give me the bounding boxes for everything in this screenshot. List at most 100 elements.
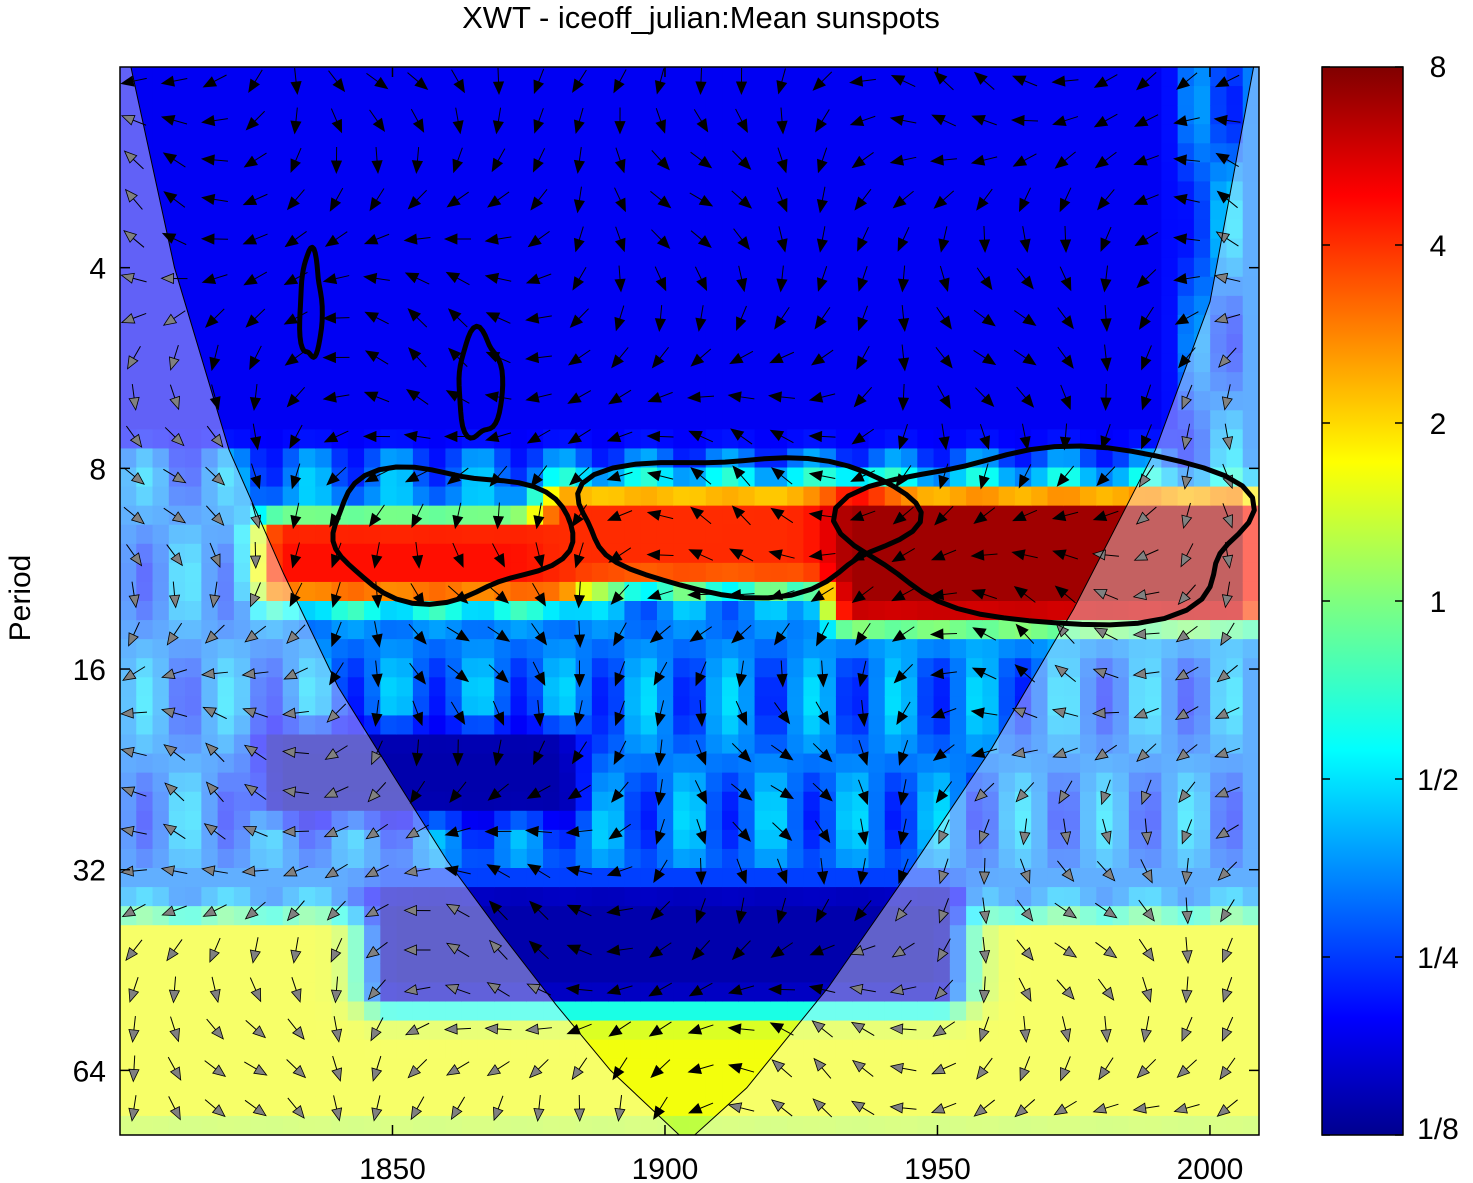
heatmap-cell xyxy=(884,639,902,659)
heatmap-cell xyxy=(770,696,788,717)
heatmap-cell xyxy=(298,448,316,469)
heatmap-cell xyxy=(803,486,821,507)
heatmap-cell xyxy=(136,715,154,736)
heatmap-cell xyxy=(770,1077,788,1098)
heatmap-cell xyxy=(233,810,251,831)
heatmap-cell xyxy=(152,658,170,678)
heatmap-cell xyxy=(575,219,593,240)
heatmap-cell xyxy=(1080,295,1097,316)
heatmap-cell xyxy=(835,105,853,125)
heatmap-cell xyxy=(803,200,821,221)
heatmap-cell xyxy=(152,734,170,755)
heatmap-cell xyxy=(1080,505,1097,526)
heatmap-cell xyxy=(152,848,170,869)
heatmap-cell xyxy=(185,543,202,564)
heatmap-cell xyxy=(315,810,333,831)
heatmap-cell xyxy=(412,181,430,202)
heatmap-cell xyxy=(998,200,1016,221)
heatmap-cell xyxy=(282,219,300,240)
heatmap-cell xyxy=(559,200,577,221)
heatmap-cell xyxy=(1047,314,1065,335)
heatmap-cell xyxy=(347,372,365,392)
heatmap-cell xyxy=(185,276,202,297)
heatmap-cell xyxy=(298,86,316,106)
heatmap-cell xyxy=(868,1020,886,1041)
heatmap-cell xyxy=(933,677,951,697)
heatmap-cell xyxy=(966,86,983,106)
heatmap-cell xyxy=(396,887,414,907)
heatmap-cell xyxy=(640,86,658,106)
y-tick-label: 4 xyxy=(89,253,106,286)
heatmap-cell xyxy=(803,505,821,526)
colorbar-gradient xyxy=(1321,66,1404,1136)
heatmap-cell xyxy=(1014,334,1032,354)
heatmap-cell xyxy=(152,772,170,793)
heatmap-cell xyxy=(868,677,886,697)
heatmap-cell xyxy=(949,429,967,450)
heatmap-cell xyxy=(917,944,935,964)
heatmap-cell xyxy=(298,715,316,736)
heatmap-cell xyxy=(901,200,918,221)
heatmap-cell xyxy=(510,868,528,888)
heatmap-cell xyxy=(949,677,967,697)
heatmap-cell xyxy=(787,410,804,430)
heatmap-cell xyxy=(754,734,772,755)
heatmap-cell xyxy=(624,944,642,964)
heatmap-cell xyxy=(445,601,463,621)
heatmap-cell xyxy=(347,105,365,125)
heatmap-cell xyxy=(787,734,804,755)
heatmap-cell xyxy=(461,696,479,717)
heatmap-cell xyxy=(1063,334,1081,354)
heatmap-cell xyxy=(787,1001,804,1022)
heatmap-cell xyxy=(738,1115,756,1135)
heatmap-cell xyxy=(852,410,870,430)
heatmap-cell xyxy=(998,238,1016,259)
heatmap-cell xyxy=(201,1115,219,1135)
heatmap-cell xyxy=(201,467,219,488)
heatmap-cell xyxy=(510,1058,528,1079)
heatmap-cell xyxy=(201,715,219,736)
heatmap-cell xyxy=(185,925,202,945)
heatmap-cell xyxy=(185,448,202,469)
heatmap-cell xyxy=(396,734,414,755)
heatmap-cell xyxy=(282,334,300,354)
heatmap-cell xyxy=(689,372,707,392)
heatmap-cell xyxy=(689,143,707,163)
heatmap-cell xyxy=(152,791,170,812)
heatmap-cell xyxy=(412,963,430,984)
heatmap-cell xyxy=(705,848,723,869)
heatmap-cell xyxy=(233,1077,251,1098)
heatmap-cell xyxy=(185,524,202,545)
heatmap-cell xyxy=(640,143,658,163)
heatmap-cell xyxy=(608,810,626,831)
heatmap-cell xyxy=(396,963,414,984)
heatmap-cell xyxy=(591,334,609,354)
heatmap-cell xyxy=(591,276,609,297)
heatmap-cell xyxy=(738,810,756,831)
heatmap-cell xyxy=(754,658,772,678)
heatmap-cell xyxy=(819,925,837,945)
heatmap-cell xyxy=(461,162,479,183)
heatmap-cell xyxy=(1080,334,1097,354)
heatmap-cell xyxy=(233,334,251,354)
heatmap-cell xyxy=(185,906,202,926)
heatmap-cell xyxy=(624,429,642,450)
heatmap-cell xyxy=(201,295,219,316)
heatmap-cell xyxy=(673,963,691,984)
heatmap-cell xyxy=(754,620,772,640)
heatmap-cell xyxy=(689,410,707,430)
heatmap-cell xyxy=(152,601,170,621)
heatmap-cell xyxy=(787,829,804,850)
heatmap-cell xyxy=(429,1096,447,1117)
heatmap-cell xyxy=(250,162,268,183)
heatmap-cell xyxy=(656,1077,674,1098)
heatmap-cell xyxy=(185,963,202,984)
heatmap-cell xyxy=(917,868,935,888)
heatmap-cell xyxy=(429,276,447,297)
heatmap-cell xyxy=(705,620,723,640)
heatmap-cell xyxy=(1145,410,1162,430)
heatmap-cell xyxy=(966,162,983,183)
heatmap-cell xyxy=(949,124,967,144)
heatmap-cell xyxy=(689,925,707,945)
heatmap-cell xyxy=(803,410,821,430)
